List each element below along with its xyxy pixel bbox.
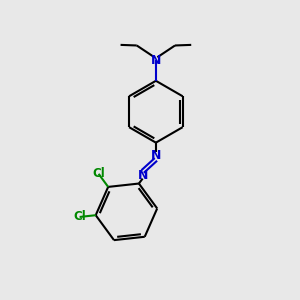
Text: N: N [151,149,161,162]
Text: Cl: Cl [92,167,105,180]
Text: N: N [137,169,148,182]
Text: Cl: Cl [73,211,86,224]
Text: N: N [151,54,161,67]
